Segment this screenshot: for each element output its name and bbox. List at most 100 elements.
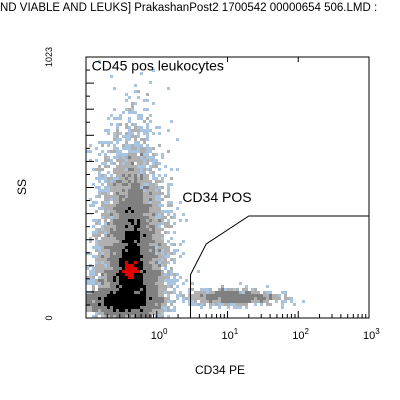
density-cell <box>107 309 110 312</box>
density-cell <box>173 291 176 294</box>
density-cell <box>113 237 116 240</box>
density-cell <box>137 147 140 150</box>
density-cell <box>149 198 152 201</box>
density-cell <box>122 276 125 279</box>
density-cell <box>158 294 161 297</box>
density-cell <box>116 219 119 222</box>
density-cell <box>128 216 131 219</box>
density-cell <box>146 117 149 120</box>
x-tick-base: 10 <box>363 330 375 342</box>
density-cell <box>122 273 125 276</box>
density-cell <box>158 186 161 189</box>
density-cell <box>155 288 158 291</box>
density-cell <box>149 204 152 207</box>
density-cell <box>281 300 284 303</box>
density-cell <box>98 267 101 270</box>
density-cell <box>131 276 134 279</box>
density-cell <box>263 300 266 303</box>
density-cell <box>140 216 143 219</box>
density-cell <box>107 240 110 243</box>
density-cell <box>161 192 164 195</box>
density-cell <box>251 291 254 294</box>
density-cell <box>158 315 161 318</box>
density-cell <box>170 285 173 288</box>
density-cell <box>143 99 146 102</box>
density-cell <box>143 213 146 216</box>
density-cell <box>269 303 272 306</box>
density-cell <box>134 129 137 132</box>
density-cell <box>152 210 155 213</box>
density-cell <box>176 273 179 276</box>
density-cell <box>143 255 146 258</box>
density-cell <box>137 174 140 177</box>
cd34-pos-gate[interactable] <box>190 215 369 318</box>
density-cell <box>164 210 167 213</box>
density-cell <box>149 285 152 288</box>
density-cell <box>161 288 164 291</box>
density-cell <box>134 177 137 180</box>
density-cell <box>101 201 104 204</box>
density-cell <box>161 276 164 279</box>
density-cell <box>122 153 125 156</box>
density-cell <box>137 201 140 204</box>
density-cell <box>143 267 146 270</box>
density-cell <box>134 141 137 144</box>
density-cell <box>116 300 119 303</box>
density-cell <box>146 186 149 189</box>
density-cell <box>131 195 134 198</box>
density-cell <box>137 189 140 192</box>
density-cell <box>158 303 161 306</box>
density-cell <box>170 225 173 228</box>
density-cell <box>218 306 221 309</box>
density-cell <box>125 144 128 147</box>
density-cell <box>140 174 143 177</box>
density-cell <box>128 309 131 312</box>
density-cell <box>134 126 137 129</box>
density-cell <box>149 294 152 297</box>
density-cell <box>140 126 143 129</box>
density-cell <box>107 264 110 267</box>
density-cell <box>125 231 128 234</box>
density-cell <box>152 282 155 285</box>
density-cell <box>134 210 137 213</box>
density-cell <box>173 282 176 285</box>
density-cell <box>170 120 173 123</box>
density-cell <box>266 300 269 303</box>
density-cell <box>245 300 248 303</box>
density-cell <box>203 294 206 297</box>
density-cell <box>191 303 194 306</box>
density-cell <box>134 186 137 189</box>
density-cell <box>113 246 116 249</box>
density-cell <box>164 252 167 255</box>
density-cell <box>89 237 92 240</box>
density-cell <box>224 303 227 306</box>
density-cell <box>95 231 98 234</box>
density-cell <box>128 279 131 282</box>
density-cell <box>149 279 152 282</box>
density-cell <box>137 309 140 312</box>
density-cell <box>137 195 140 198</box>
density-cell <box>155 201 158 204</box>
density-cell <box>113 204 116 207</box>
density-cell <box>107 291 110 294</box>
density-cell <box>134 288 137 291</box>
density-cell <box>137 294 140 297</box>
density-cell <box>107 273 110 276</box>
density-cell <box>98 243 101 246</box>
density-cell <box>212 300 215 303</box>
density-cell <box>173 216 176 219</box>
density-cell <box>128 306 131 309</box>
density-cell <box>131 135 134 138</box>
density-cell <box>137 213 140 216</box>
density-cell <box>95 147 98 150</box>
density-cell <box>143 198 146 201</box>
density-cell <box>167 195 170 198</box>
density-cell <box>176 207 179 210</box>
density-cell <box>131 105 134 108</box>
density-cell <box>128 273 131 276</box>
density-cell <box>125 147 128 150</box>
density-cell <box>227 306 230 309</box>
density-cell <box>95 243 98 246</box>
density-cell <box>101 309 104 312</box>
density-cell <box>110 276 113 279</box>
